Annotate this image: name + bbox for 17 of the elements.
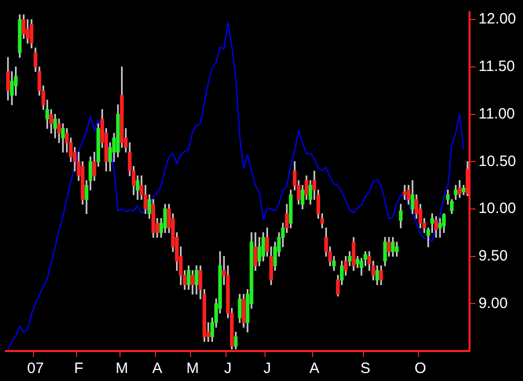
x-tick-label: M <box>116 360 128 378</box>
y-tick-label: 11.00 <box>478 105 515 122</box>
x-tick-label: M <box>186 360 199 378</box>
y-tick-label: 10.50 <box>478 152 516 170</box>
y-tick-label: 12.00 <box>478 10 516 28</box>
x-tick-label: S <box>360 360 370 378</box>
y-tick-label: 11.50 <box>478 58 515 76</box>
y-tick-label: 9.50 <box>478 247 508 264</box>
x-tick-label: J <box>224 360 232 378</box>
x-tick-label: F <box>74 360 84 378</box>
x-tick-label: 07 <box>27 360 44 378</box>
x-tick-label: A <box>152 360 162 378</box>
x-tick-label: O <box>414 360 426 378</box>
x-tick-label: J <box>263 360 271 378</box>
x-tick-label: A <box>309 360 320 378</box>
y-tick-label: 9.00 <box>478 294 508 312</box>
y-tick-label: 10.00 <box>478 200 516 218</box>
